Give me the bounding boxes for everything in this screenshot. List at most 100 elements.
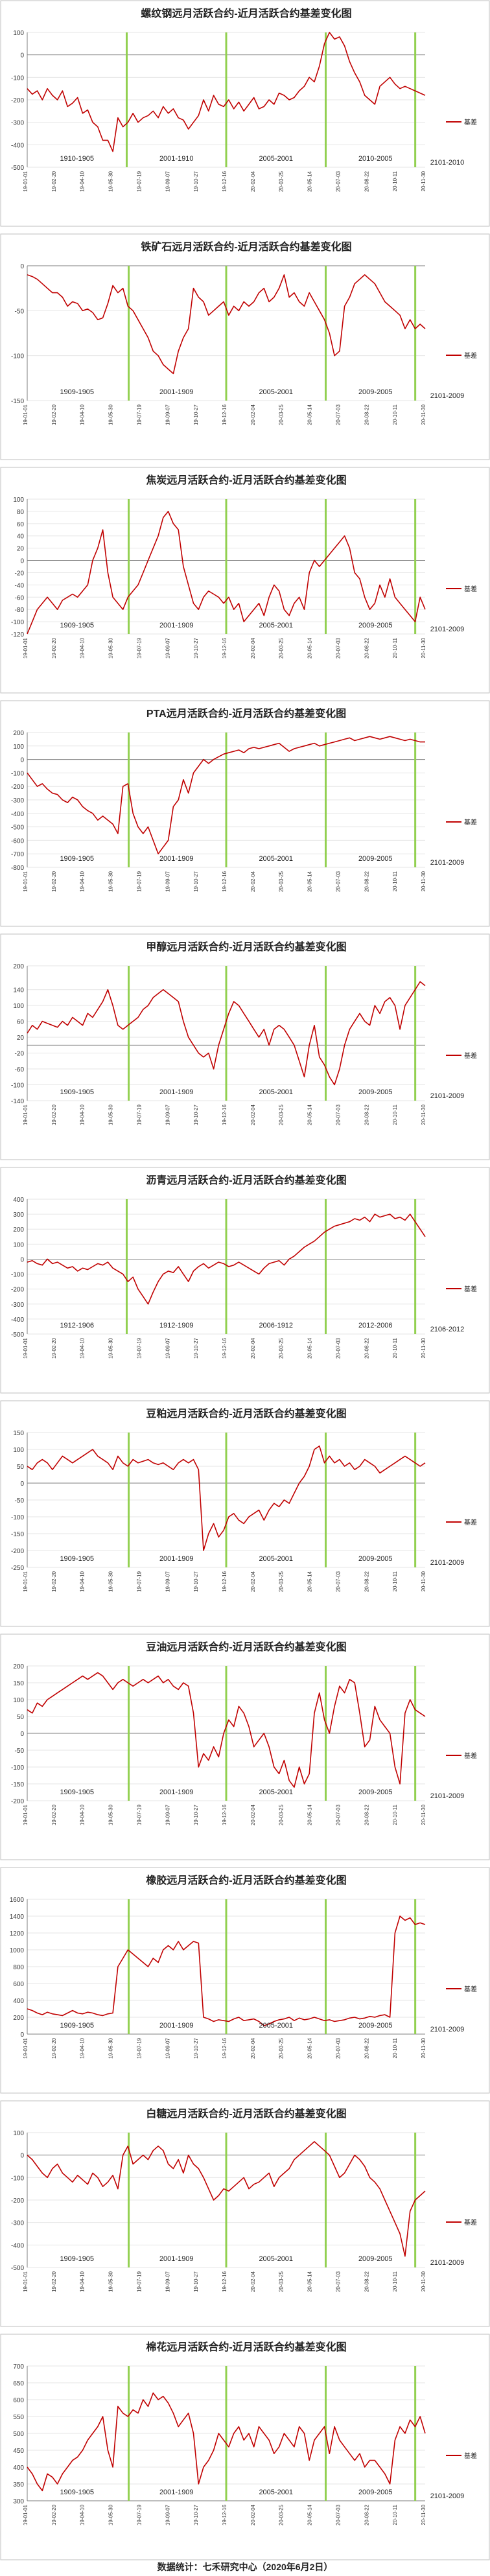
chart-svg: 豆粕远月活跃合约-近月活跃合约基差变化图 -250 -200 -150 -100 -50 0… xyxy=(0,1400,490,1627)
x-tick-label: 20-08-22 xyxy=(364,404,369,425)
series-line-basis xyxy=(27,1915,426,2026)
x-tick-label: 19-10-27 xyxy=(193,2504,199,2525)
x-tick-label: 19-07-19 xyxy=(136,637,142,659)
x-tick-label: 19-09-07 xyxy=(165,2037,170,2059)
chart-svg: 橡胶远月活跃合约-近月活跃合约基差变化图 0 200 400 600 800 1000 120… xyxy=(0,1867,490,2094)
chart-frame xyxy=(0,2100,490,2327)
segment-label: 1910-1905 xyxy=(60,155,94,163)
x-tick-label: 20-10-11 xyxy=(392,1337,398,1358)
y-tick-label: -150 xyxy=(11,1531,24,1538)
next-contract-label: 2101-2009 xyxy=(430,859,465,867)
x-tick-label: 20-08-22 xyxy=(364,2504,369,2525)
x-tick-label: 19-04-10 xyxy=(80,637,86,659)
x-tick-label: 19-09-07 xyxy=(165,1337,170,1359)
x-tick-label: 19-02-20 xyxy=(51,2271,57,2292)
y-tick-label: -80 xyxy=(15,607,25,614)
x-tick-label: 20-05-14 xyxy=(307,637,313,659)
x-tick-label: 19-10-27 xyxy=(193,871,199,892)
y-tick-label: 0 xyxy=(20,53,24,60)
chart-svg: 螺纹钢远月活跃合约-近月活跃合约基差变化图 -500 -400 -300 -200 -10… xyxy=(0,0,490,227)
x-tick-label: 20-07-03 xyxy=(335,1104,341,1125)
x-tick-label: 19-07-19 xyxy=(136,404,142,425)
x-tick-label: 20-11-30 xyxy=(421,871,426,891)
y-tick-label: 0 xyxy=(20,1256,24,1263)
x-tick-label: 20-11-30 xyxy=(421,1571,426,1591)
x-tick-label: 20-07-03 xyxy=(335,404,341,425)
y-tick-label: 300 xyxy=(13,2498,24,2505)
y-tick-label: 1200 xyxy=(10,1930,25,1938)
segment-label: 2009-2005 xyxy=(358,2022,393,2030)
x-tick-label: 20-05-14 xyxy=(307,1104,313,1125)
chart-title: PTA远月活跃合约-近月活跃合约基差变化图 xyxy=(146,707,346,720)
next-contract-label: 2101-2009 xyxy=(430,1559,465,1567)
y-tick-label: -150 xyxy=(11,1781,24,1788)
x-tick-label: 20-08-22 xyxy=(364,871,369,892)
x-tick-label: 19-10-27 xyxy=(193,404,199,425)
y-tick-label: -120 xyxy=(11,631,24,638)
chart-panel: 豆油远月活跃合约-近月活跃合约基差变化图 -200 -150 -100 -50 0 50 10… xyxy=(0,1633,490,1860)
x-tick-label: 20-10-11 xyxy=(392,2037,398,2058)
x-tick-label: 19-05-30 xyxy=(108,404,114,425)
x-tick-label: 19-05-30 xyxy=(108,2504,114,2525)
x-tick-label: 19-07-19 xyxy=(136,170,142,192)
x-tick-label: 20-05-14 xyxy=(307,404,313,425)
segment-label: 2001-1909 xyxy=(159,2022,194,2030)
x-tick-label: 19-01-01 xyxy=(23,871,29,892)
x-tick-label: 19-12-16 xyxy=(222,871,228,892)
x-tick-label: 20-02-04 xyxy=(250,637,256,659)
x-tick-label: 19-01-01 xyxy=(23,404,29,425)
y-tick-label: -250 xyxy=(11,1565,24,1572)
x-tick-label: 20-11-30 xyxy=(421,637,426,658)
chart-frame xyxy=(0,1867,490,2094)
x-tick-label: 19-05-30 xyxy=(108,1804,114,1825)
chart-frame xyxy=(0,1400,490,1627)
y-tick-label: 140 xyxy=(13,987,24,994)
x-tick-label: 19-04-10 xyxy=(80,871,86,892)
y-tick-label: 50 xyxy=(17,1464,25,1471)
x-tick-label: 19-12-16 xyxy=(222,1337,228,1359)
x-tick-label: 19-02-20 xyxy=(51,637,57,659)
x-tick-label: 19-05-30 xyxy=(108,170,114,192)
segment-label: 1909-1905 xyxy=(60,2488,94,2496)
y-tick-label: -800 xyxy=(11,865,24,872)
x-tick-label: 20-10-11 xyxy=(392,404,398,425)
chart-panel: 豆粕远月活跃合约-近月活跃合约基差变化图 -250 -200 -150 -100 -50 0… xyxy=(0,1400,490,1627)
x-tick-label: 20-02-04 xyxy=(250,2037,256,2059)
y-tick-label: 100 xyxy=(13,497,24,504)
chart-panel: 白糖远月活跃合约-近月活跃合约基差变化图 -500 -400 -300 -200 -100… xyxy=(0,2100,490,2327)
chart-svg: 焦炭远月活跃合约-近月活跃合约基差变化图 -120 -100 -80 -60 -40 -20… xyxy=(0,467,490,694)
x-tick-label: 19-07-19 xyxy=(136,1337,142,1359)
chart-frame xyxy=(0,2334,490,2560)
x-tick-label: 20-03-25 xyxy=(279,1804,285,1825)
y-tick-label: -400 xyxy=(11,811,24,818)
x-tick-label: 19-04-10 xyxy=(80,2271,86,2292)
y-tick-label: 100 xyxy=(13,744,24,751)
series-line-basis xyxy=(27,1672,426,1788)
chart-panel: 橡胶远月活跃合约-近月活跃合约基差变化图 0 200 400 600 800 1000 120… xyxy=(0,1867,490,2094)
y-tick-label: 800 xyxy=(13,1964,24,1971)
x-tick-label: 19-05-30 xyxy=(108,871,114,892)
x-tick-label: 19-09-07 xyxy=(165,1571,170,1592)
x-tick-label: 19-02-20 xyxy=(51,170,57,192)
x-tick-label: 19-09-07 xyxy=(165,1104,170,1125)
x-tick-label: 19-10-27 xyxy=(193,1571,199,1592)
segment-label: 1909-1905 xyxy=(60,1088,94,1096)
y-tick-label: 500 xyxy=(13,2431,24,2438)
y-tick-label: -60 xyxy=(15,1066,25,1073)
x-tick-label: 19-10-27 xyxy=(193,637,199,659)
segment-label: 1912-1909 xyxy=(159,1322,194,1329)
x-tick-label: 19-02-20 xyxy=(51,404,57,425)
y-tick-label: -400 xyxy=(11,1317,24,1324)
next-contract-label: 2101-2009 xyxy=(430,2259,465,2267)
segment-label: 2006-1912 xyxy=(259,1322,293,1329)
legend-label: 基差 xyxy=(464,1051,477,1060)
x-tick-label: 20-10-11 xyxy=(392,1104,398,1125)
x-tick-label: 19-10-27 xyxy=(193,2037,199,2059)
x-tick-label: 19-07-19 xyxy=(136,2037,142,2059)
y-tick-label: -500 xyxy=(11,825,24,832)
x-tick-label: 20-07-03 xyxy=(335,871,341,892)
legend-label: 基差 xyxy=(464,585,477,593)
x-tick-label: 20-08-22 xyxy=(364,2037,369,2059)
y-tick-label: 200 xyxy=(13,1226,24,1234)
